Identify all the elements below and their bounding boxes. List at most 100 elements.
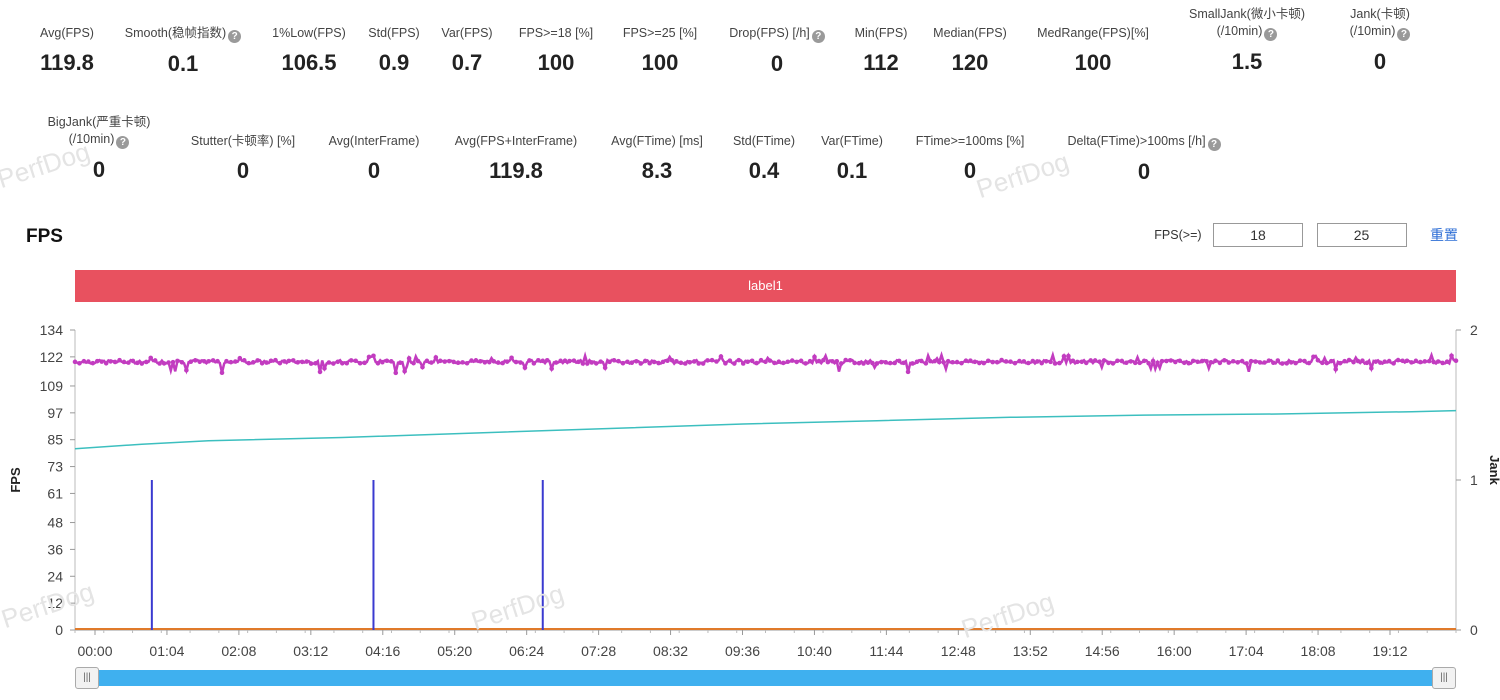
metric-label: MedRange(FPS)[%] bbox=[1003, 25, 1183, 42]
label-bar[interactable]: label1 bbox=[75, 270, 1456, 302]
fps-point bbox=[397, 360, 403, 366]
fps-point bbox=[188, 359, 194, 364]
metric-cell: 1%Low(FPS) 106.5 bbox=[219, 25, 399, 76]
scrollbar-handle-right[interactable]: ||| bbox=[1432, 667, 1456, 689]
fps-point bbox=[1039, 360, 1044, 366]
metric-value: 100 bbox=[1074, 50, 1112, 75]
metric-value: 0 bbox=[92, 157, 106, 182]
fps-point bbox=[215, 358, 220, 364]
metric-label: Var(FPS) bbox=[377, 25, 557, 42]
fps-point bbox=[250, 360, 256, 365]
help-icon[interactable]: ? bbox=[1264, 28, 1278, 41]
metric-cell: Var(FPS) 0.7 bbox=[377, 25, 557, 76]
fps-point bbox=[856, 360, 862, 366]
fps-point bbox=[90, 360, 96, 366]
scrollbar-handle-left[interactable]: ||| bbox=[75, 667, 99, 689]
fps-point bbox=[674, 359, 679, 364]
fps-point bbox=[1097, 359, 1102, 364]
fps-point bbox=[126, 360, 131, 365]
metric-value: 0.4 bbox=[748, 158, 780, 183]
metric-label-text: Min(FPS) bbox=[854, 26, 908, 40]
fps-point bbox=[1190, 358, 1196, 364]
fps-point bbox=[522, 365, 528, 371]
x-tick-label: 01:04 bbox=[149, 643, 184, 659]
help-icon[interactable]: ? bbox=[1207, 138, 1221, 151]
fps-point bbox=[335, 359, 341, 365]
fps-point bbox=[1257, 360, 1263, 365]
metric-cell: Min(FPS) 112 bbox=[791, 25, 971, 76]
fps-point bbox=[1373, 359, 1379, 364]
fps-point bbox=[651, 359, 657, 365]
fps-point bbox=[393, 370, 399, 376]
metric-label-text: Std(FTime) bbox=[732, 134, 796, 148]
time-range-scrollbar[interactable]: ||| ||| bbox=[75, 667, 1456, 689]
metric-label: Std(FPS) bbox=[304, 25, 484, 42]
fps-point bbox=[941, 360, 946, 365]
fps-point bbox=[371, 353, 376, 359]
help-icon[interactable]: ? bbox=[811, 30, 825, 43]
fps-point bbox=[994, 359, 1000, 365]
fps-point bbox=[473, 358, 479, 363]
x-tick-label: 10:40 bbox=[797, 643, 832, 659]
metric-value: 0 bbox=[236, 158, 250, 183]
fps-point bbox=[1003, 359, 1009, 364]
metric-label: BigJank(严重卡顿) bbox=[9, 114, 189, 131]
fps-point bbox=[807, 358, 813, 364]
fps-point bbox=[758, 357, 764, 363]
fps-point bbox=[304, 359, 309, 364]
metric-label-text: Delta(FTime)>100ms [/h] bbox=[1067, 134, 1206, 148]
fps-point bbox=[700, 361, 706, 366]
fps-point bbox=[1248, 358, 1254, 364]
threshold-input-2[interactable]: 25 bbox=[1316, 223, 1407, 247]
fps-point bbox=[170, 359, 176, 365]
metric-label: Avg(FTime) [ms] bbox=[567, 133, 747, 150]
fps-point bbox=[157, 361, 162, 366]
metric-label-text: Avg(FTime) [ms] bbox=[611, 134, 703, 148]
fps-point bbox=[567, 358, 572, 364]
fps-point bbox=[469, 358, 474, 363]
fps-point bbox=[1146, 360, 1151, 366]
fps-point bbox=[362, 360, 367, 366]
fps-point bbox=[1440, 360, 1445, 366]
fps-point bbox=[1275, 358, 1281, 363]
reset-link[interactable]: 重置 bbox=[1430, 227, 1458, 243]
fps-point bbox=[1333, 366, 1339, 372]
fps-point bbox=[1355, 358, 1361, 364]
fps-point bbox=[1088, 358, 1094, 363]
metric-value: 106.5 bbox=[281, 50, 337, 75]
fps-point bbox=[273, 357, 278, 363]
help-icon[interactable]: ? bbox=[1397, 28, 1411, 41]
fps-point bbox=[638, 361, 644, 366]
fps-point bbox=[923, 361, 929, 366]
fps-point bbox=[201, 359, 207, 364]
help-icon[interactable]: ? bbox=[116, 136, 130, 149]
metric-value: 0.7 bbox=[451, 50, 483, 75]
fps-point bbox=[1284, 361, 1290, 366]
fps-point bbox=[143, 359, 149, 365]
metric-cell: BigJank(严重卡顿) (/10min)? 0 bbox=[9, 114, 189, 183]
fps-point bbox=[197, 359, 203, 365]
metric-label: Std(FTime) bbox=[674, 133, 854, 150]
fps-point bbox=[388, 359, 394, 364]
fps-point bbox=[148, 355, 154, 361]
help-icon[interactable]: ? bbox=[228, 30, 242, 43]
fps-point bbox=[482, 360, 488, 365]
fps-point bbox=[1342, 358, 1347, 364]
metric-value: 0 bbox=[1137, 159, 1151, 184]
x-tick-label: 07:28 bbox=[581, 643, 616, 659]
fps-point bbox=[883, 360, 889, 365]
fps-point bbox=[928, 358, 933, 364]
fps-point bbox=[1168, 358, 1174, 363]
scrollbar-track[interactable] bbox=[75, 670, 1456, 686]
fps-point bbox=[1239, 358, 1245, 364]
y-tick-label: 134 bbox=[40, 322, 64, 338]
fps-point bbox=[919, 358, 924, 364]
threshold-input-1[interactable]: 18 bbox=[1213, 223, 1304, 247]
metric-value: 0 bbox=[367, 158, 381, 183]
threshold-label: FPS(>=) bbox=[1154, 228, 1202, 242]
fps-point bbox=[709, 357, 715, 363]
metric-cell: Stutter(卡顿率) [%] 0 bbox=[153, 133, 333, 184]
fps-point bbox=[544, 357, 550, 363]
fps-point bbox=[1230, 358, 1236, 364]
